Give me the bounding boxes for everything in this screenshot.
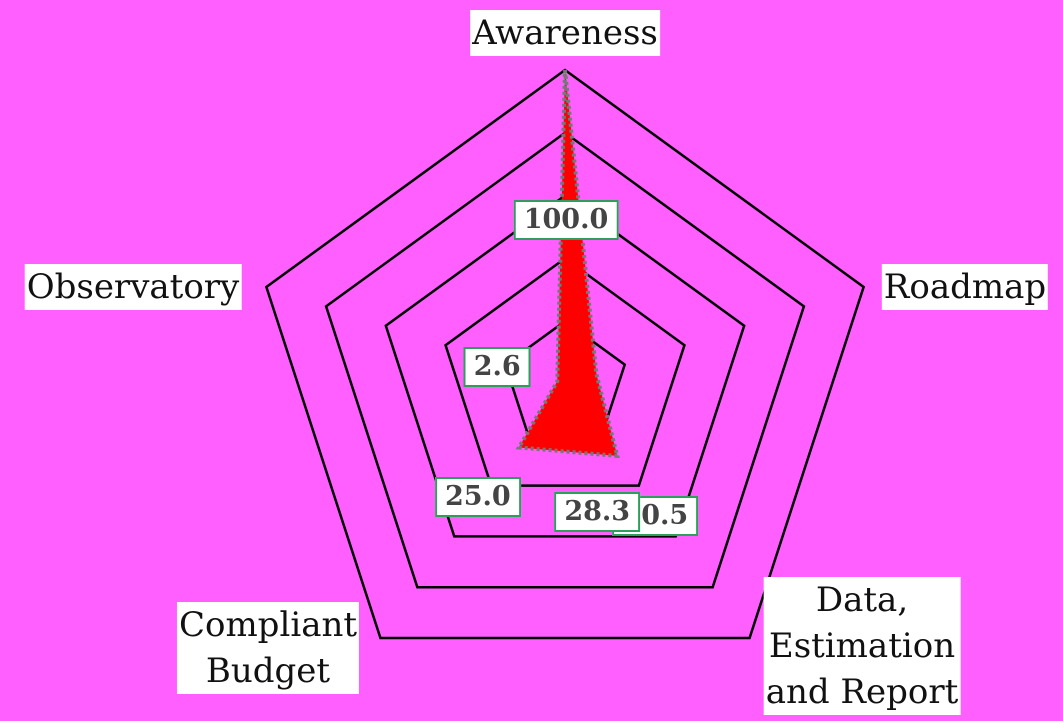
category-label: Roadmap [881, 264, 1049, 310]
value-label: 100.0 [513, 200, 619, 240]
category-label: Awareness [470, 10, 660, 56]
value-label: 25.0 [434, 476, 521, 517]
category-label: Compliant Budget [176, 602, 360, 694]
grid-ring [264, 68, 866, 640]
grid-ring [324, 131, 806, 589]
grid-ring [384, 194, 746, 538]
grid-ring [444, 256, 686, 487]
data-area [515, 69, 620, 459]
category-label: Observatory [24, 264, 242, 310]
category-label: Data, Estimation and Report [763, 577, 961, 715]
value-label: 2.6 [463, 347, 531, 388]
value-label: 28.3 [554, 491, 641, 532]
